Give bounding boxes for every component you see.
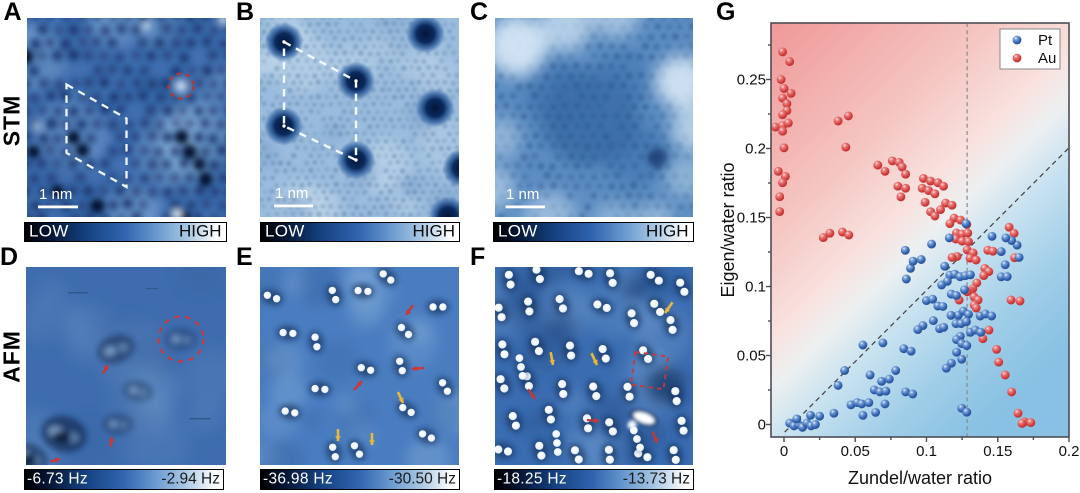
svg-text:0: 0 <box>780 443 788 460</box>
svg-text:0.05: 0.05 <box>737 348 766 365</box>
svg-text:0.25: 0.25 <box>737 72 766 89</box>
svg-text:Pt: Pt <box>1038 32 1053 49</box>
svg-text:0: 0 <box>758 417 766 434</box>
svg-text:Eigen/water ratio: Eigen/water ratio <box>718 162 738 297</box>
svg-text:Zundel/water ratio: Zundel/water ratio <box>848 468 992 488</box>
svg-text:1 nm: 1 nm <box>506 186 539 203</box>
svg-text:0.05: 0.05 <box>841 443 870 460</box>
svg-text:1 nm: 1 nm <box>39 186 72 203</box>
svg-text:0.1: 0.1 <box>745 279 766 296</box>
svg-text:0.15: 0.15 <box>983 443 1012 460</box>
svg-text:0.15: 0.15 <box>737 210 766 227</box>
svg-text:Au: Au <box>1038 50 1056 67</box>
svg-text:0.1: 0.1 <box>916 443 937 460</box>
svg-text:0.2: 0.2 <box>745 141 766 158</box>
svg-text:1 nm: 1 nm <box>275 185 308 202</box>
svg-text:0.2: 0.2 <box>1059 443 1080 460</box>
